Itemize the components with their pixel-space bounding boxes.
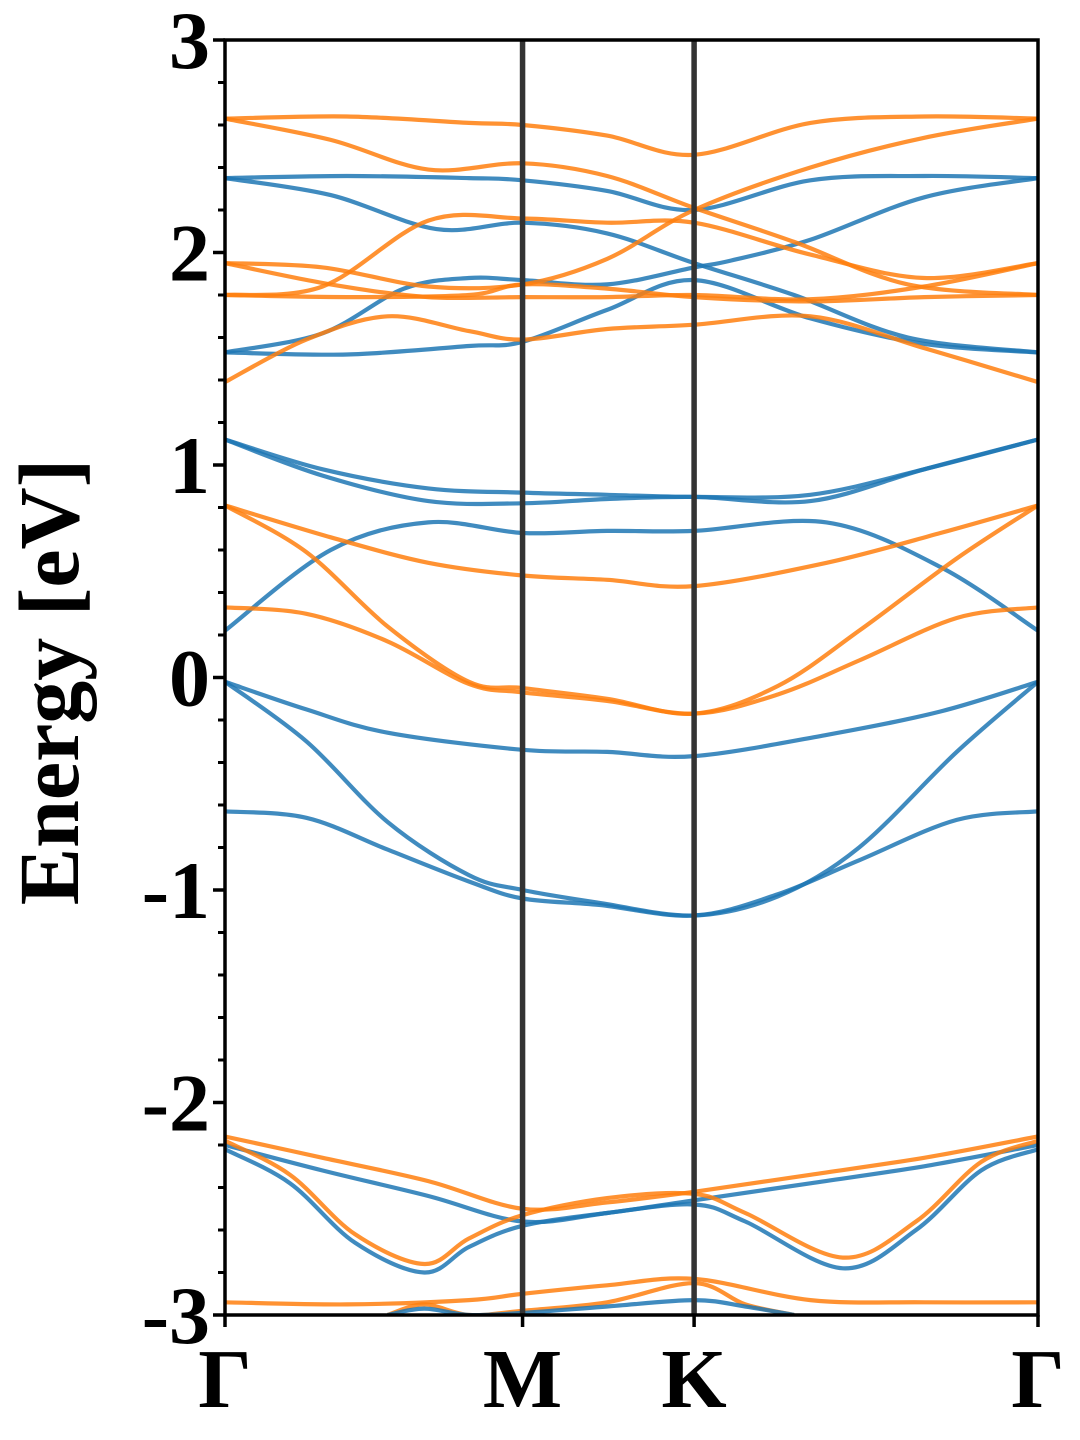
band-line-orange-24 [225,1276,1038,1307]
band-line-orange-25 [386,1280,795,1315]
band-line-orange-16 [225,261,1038,302]
x-tick-label: M [483,1333,562,1426]
band-line-blue-26 [387,1298,795,1315]
band-line-blue-7 [225,176,1038,355]
y-tick-label: 1 [169,420,210,511]
kpath-lines-group [519,40,697,1315]
band-line-orange-20 [225,503,1038,716]
x-tick-label: Γ [1011,1333,1064,1426]
x-tick-label: K [661,1333,726,1426]
bands-group [225,114,1038,1315]
band-line-orange-22 [225,1134,1038,1212]
y-axis-title: Energy [eV] [1,459,97,906]
band-line-orange-23 [225,1138,1038,1267]
band-line-orange-21 [225,605,1038,716]
x-tick-label: Γ [198,1333,251,1426]
y-tick-label: 2 [169,208,210,299]
y-tick-label: 3 [169,0,210,86]
band-line-blue-8 [225,176,1038,355]
band-line-blue-3 [225,679,1038,759]
band-line-orange-14 [225,116,1038,291]
band-line-blue-1 [225,437,1038,500]
band-line-orange-15 [225,212,1038,298]
plot-frame [223,38,1040,1317]
band-line-orange-19 [225,503,1038,589]
y-tick-label: -1 [142,845,210,936]
band-line-orange-17 [225,282,1038,304]
band-line-blue-2 [225,518,1038,633]
band-line-blue-11 [225,1147,1038,1275]
band-line-blue-5 [225,809,1038,918]
band-line-orange-18 [225,313,1038,385]
y-axis-ticks: -3 -2 -1 0 1 2 3 [142,0,225,1361]
y-tick-label: -2 [142,1058,210,1149]
band-line-blue-6 [225,173,1038,213]
band-line-orange-12 [225,114,1038,158]
y-tick-label: -3 [142,1270,210,1361]
y-tick-label: 0 [169,633,210,724]
band-line-orange-13 [225,116,1038,298]
